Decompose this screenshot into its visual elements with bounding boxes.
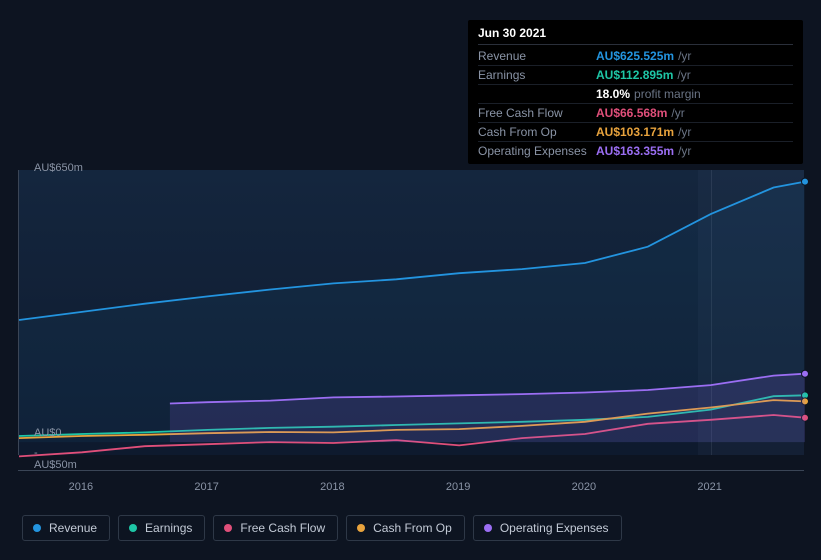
tooltip-row-label: Free Cash Flow [478,106,596,120]
tooltip: Jun 30 2021 RevenueAU$625.525m/yrEarning… [468,20,803,164]
y-axis-label: AU$0 [28,427,34,439]
tooltip-row-label: Operating Expenses [478,144,596,158]
tooltip-row: EarningsAU$112.895m/yr [478,66,793,85]
tooltip-rows: RevenueAU$625.525m/yrEarningsAU$112.895m… [478,47,793,160]
tooltip-row-value: AU$103.171m/yr [596,125,691,139]
series-end-marker-revenue [802,178,809,185]
tooltip-row-value: AU$112.895m/yr [596,68,691,82]
legend-item-revenue[interactable]: Revenue [22,515,110,541]
legend-dot-icon [224,524,232,532]
legend-item-opex[interactable]: Operating Expenses [473,515,622,541]
legend: Revenue Earnings Free Cash Flow Cash From O… [22,515,622,541]
legend-label: Operating Expenses [500,521,609,535]
legend-label: Free Cash Flow [240,521,325,535]
tooltip-row-value: AU$163.355m/yr [596,144,691,158]
tooltip-row-value: AU$66.568m/yr [596,106,685,120]
chart-svg [19,170,805,470]
tooltip-row: Free Cash FlowAU$66.568m/yr [478,104,793,123]
legend-dot-icon [484,524,492,532]
tooltip-row-value: 18.0%profit margin [596,87,701,101]
tooltip-row: 18.0%profit margin [478,85,793,104]
legend-label: Cash From Op [373,521,452,535]
x-axis: 2016 2017 2018 2019 2020 2021 [18,470,804,490]
legend-label: Earnings [145,521,192,535]
tooltip-row-value: AU$625.525m/yr [596,49,691,63]
legend-dot-icon [33,524,41,532]
x-axis-tick: 2017 [194,481,218,493]
tooltip-date: Jun 30 2021 [478,26,793,45]
plot-area[interactable] [18,170,804,455]
tooltip-row: RevenueAU$625.525m/yr [478,47,793,66]
x-axis-tick: 2018 [320,481,344,493]
legend-label: Revenue [49,521,97,535]
series-end-marker-opex [802,370,809,377]
x-axis-tick: 2020 [572,481,596,493]
legend-dot-icon [357,524,365,532]
x-axis-tick: 2019 [446,481,470,493]
tooltip-row-label [478,87,596,101]
tooltip-row-label: Revenue [478,49,596,63]
legend-item-cfo[interactable]: Cash From Op [346,515,465,541]
x-axis-tick: 2016 [69,481,93,493]
y-axis-label: AU$650m [28,162,34,174]
legend-item-fcf[interactable]: Free Cash Flow [213,515,338,541]
x-axis-tick: 2021 [697,481,721,493]
tooltip-row: Operating ExpensesAU$163.355m/yr [478,142,793,160]
y-axis-label: -AU$50m [28,447,34,471]
tooltip-row: Cash From OpAU$103.171m/yr [478,123,793,142]
tooltip-row-label: Earnings [478,68,596,82]
legend-item-earnings[interactable]: Earnings [118,515,205,541]
tooltip-row-label: Cash From Op [478,125,596,139]
legend-dot-icon [129,524,137,532]
